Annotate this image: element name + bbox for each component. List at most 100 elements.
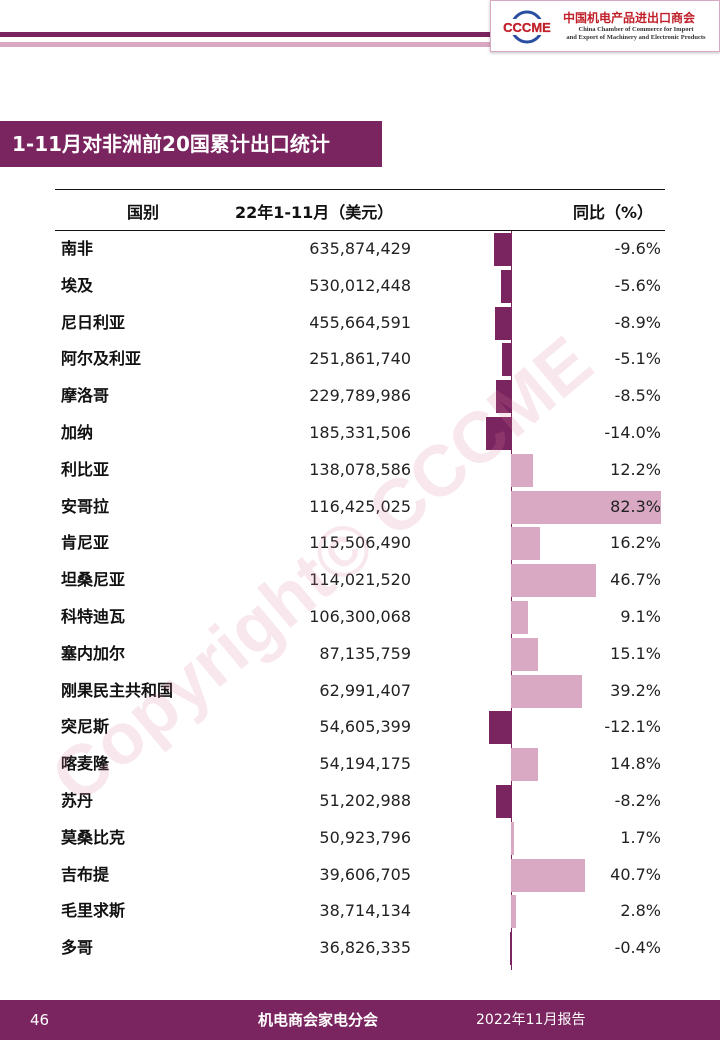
cell-export-value: 106,300,068: [309, 606, 411, 626]
cell-yoy: 40.7%: [610, 864, 661, 884]
logo-name-en: China Chamber of Commerce for Import and…: [557, 26, 715, 42]
cell-country: 阿尔及利亚: [61, 349, 142, 369]
cell-country: 埃及: [61, 275, 94, 295]
cell-yoy: 39.2%: [610, 680, 661, 700]
cell-export-value: 116,425,025: [309, 496, 411, 516]
table-row: 苏丹 51,202,988 -8.2%: [55, 783, 665, 820]
cell-yoy: -14.0%: [604, 422, 661, 442]
cell-yoy: -0.4%: [614, 938, 661, 958]
cell-export-value: 455,664,591: [309, 312, 411, 332]
table-row: 肯尼亚 115,506,490 16.2%: [55, 525, 665, 562]
table-row: 安哥拉 116,425,025 82.3%: [55, 489, 665, 526]
cell-yoy: 15.1%: [610, 643, 661, 663]
cell-country: 加纳: [61, 422, 94, 442]
yoy-bar: [511, 674, 583, 708]
yoy-bar: [511, 527, 541, 561]
cell-country: 安哥拉: [61, 496, 110, 516]
yoy-bar: [501, 343, 511, 377]
yoy-bar: [495, 380, 511, 414]
cell-country: 塞内加尔: [61, 643, 126, 663]
cell-country: 吉布提: [61, 864, 110, 884]
logo-name-en-line2: and Export of Machinery and Electronic P…: [566, 34, 706, 41]
cell-yoy: 12.2%: [610, 459, 661, 479]
cell-yoy: 14.8%: [610, 754, 661, 774]
cell-country: 科特迪瓦: [61, 606, 126, 626]
table-rule-header: [55, 230, 665, 231]
cell-export-value: 185,331,506: [309, 422, 411, 442]
cell-export-value: 54,605,399: [319, 717, 411, 737]
yoy-bar: [511, 490, 661, 524]
yoy-bar: [509, 932, 511, 966]
cell-export-value: 50,923,796: [319, 827, 411, 847]
cell-yoy: 9.1%: [620, 606, 661, 626]
yoy-bar: [493, 233, 511, 266]
cell-country: 尼日利亚: [61, 312, 126, 332]
table-row: 科特迪瓦 106,300,068 9.1%: [55, 599, 665, 636]
yoy-bar: [496, 784, 511, 818]
cell-yoy: -12.1%: [604, 717, 661, 737]
header-stripe-dark: [0, 32, 490, 37]
table-row: 喀麦隆 54,194,175 14.8%: [55, 746, 665, 783]
yoy-bar: [511, 564, 596, 598]
table-row: 突尼斯 54,605,399 -12.1%: [55, 709, 665, 746]
header-value: 22年1-11月（美元）: [235, 203, 394, 222]
table-row: 多哥 36,826,335 -0.4%: [55, 930, 665, 967]
table-row: 摩洛哥 229,789,986 -8.5%: [55, 378, 665, 415]
cell-export-value: 530,012,448: [309, 275, 411, 295]
yoy-bar: [511, 748, 538, 782]
cell-country: 突尼斯: [61, 717, 110, 737]
cell-country: 多哥: [61, 938, 94, 958]
cell-export-value: 115,506,490: [309, 533, 411, 553]
cell-yoy: -9.6%: [614, 239, 661, 258]
cell-export-value: 635,874,429: [309, 239, 411, 258]
yoy-bar: [485, 416, 511, 450]
cell-yoy: 16.2%: [610, 533, 661, 553]
yoy-bar: [500, 269, 511, 303]
cell-yoy: -8.5%: [614, 386, 661, 406]
logo-name-en-line1: China Chamber of Commerce for Import: [578, 26, 694, 33]
cell-country: 肯尼亚: [61, 533, 110, 553]
cell-export-value: 229,789,986: [309, 386, 411, 406]
table-row: 坦桑尼亚 114,021,520 46.7%: [55, 562, 665, 599]
cell-country: 苏丹: [61, 790, 94, 810]
cell-export-value: 39,606,705: [319, 864, 411, 884]
yoy-bar: [511, 600, 528, 634]
yoy-bar: [511, 858, 586, 892]
table-row: 阿尔及利亚 251,861,740 -5.1%: [55, 341, 665, 378]
cell-export-value: 87,135,759: [319, 643, 411, 663]
cell-country: 南非: [61, 239, 94, 258]
yoy-bar: [511, 895, 517, 929]
cell-yoy: -8.9%: [614, 312, 661, 332]
table-row: 尼日利亚 455,664,591 -8.9%: [55, 305, 665, 342]
page-number: 46: [30, 1011, 50, 1029]
cell-export-value: 114,021,520: [309, 570, 411, 590]
table-row: 利比亚 138,078,586 12.2%: [55, 452, 665, 489]
cell-export-value: 51,202,988: [319, 790, 411, 810]
bar-axis-line: [511, 231, 512, 970]
yoy-bar: [511, 453, 534, 487]
cell-yoy: 82.3%: [610, 496, 661, 516]
footer-org: 机电商会家电分会: [258, 1011, 379, 1029]
table-body: 南非 635,874,429 -9.6% 埃及 530,012,448 -5.6% 尼日利亚…: [55, 231, 665, 967]
table-row: 毛里求斯 38,714,134 2.8%: [55, 893, 665, 930]
footer-bar: 46 机电商会家电分会 2022年11月报告: [0, 1000, 720, 1040]
cell-country: 刚果民主共和国: [61, 680, 174, 700]
table-row: 吉布提 39,606,705 40.7%: [55, 857, 665, 894]
table-row: 塞内加尔 87,135,759 15.1%: [55, 636, 665, 673]
cell-country: 利比亚: [61, 459, 110, 479]
header-yoy: 同比（%）: [572, 203, 653, 222]
yoy-bar: [511, 821, 515, 855]
section-title: 1-11月对非洲前20国累计出口统计: [0, 121, 382, 167]
cell-yoy: -5.1%: [614, 349, 661, 369]
cell-yoy: 1.7%: [620, 827, 661, 847]
cell-yoy: 46.7%: [610, 570, 661, 590]
yoy-bar: [511, 637, 539, 671]
cell-yoy: 2.8%: [620, 901, 661, 921]
logo-name-cn: 中国机电产品进出口商会: [563, 11, 696, 25]
cell-yoy: -5.6%: [614, 275, 661, 295]
cccme-logo-mark: CCCME: [500, 10, 554, 44]
cell-country: 坦桑尼亚: [61, 570, 126, 590]
cell-export-value: 251,861,740: [309, 349, 411, 369]
table-row: 埃及 530,012,448 -5.6%: [55, 268, 665, 305]
table-row: 莫桑比克 50,923,796 1.7%: [55, 820, 665, 857]
